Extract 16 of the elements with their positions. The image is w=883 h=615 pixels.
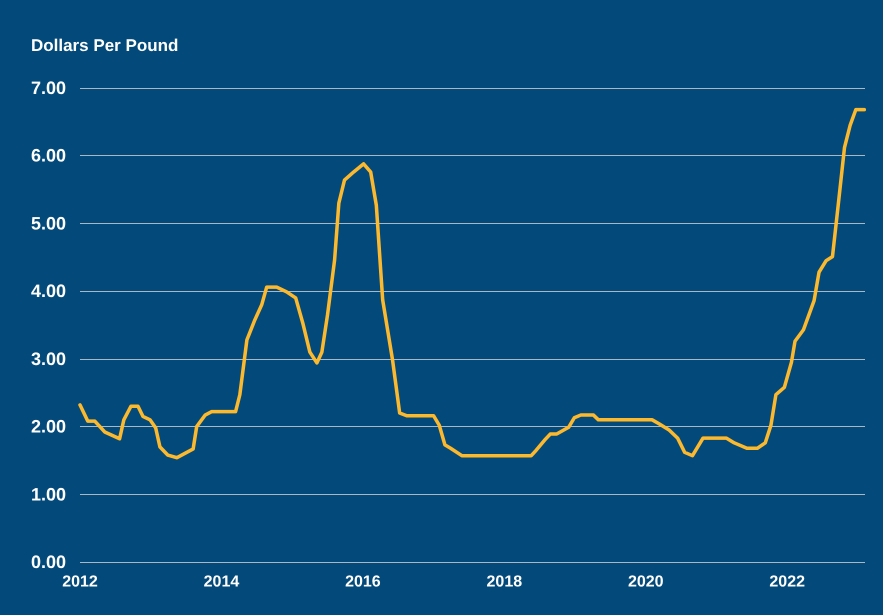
x-tick-label: 2022 (769, 574, 806, 590)
line-series (78, 108, 866, 460)
y-tick-label: 2.00 (30, 416, 66, 437)
x-tick-label: 2018 (486, 574, 522, 590)
x-tick-label: 2012 (62, 574, 98, 590)
y-tick-label: 0.00 (30, 552, 66, 572)
y-tick-label: 7.00 (30, 78, 66, 98)
y-tick-label: 1.00 (30, 484, 66, 504)
x-tick-label: 2014 (204, 574, 240, 590)
x-tick-label: 2016 (345, 574, 381, 590)
y-axis-title: Dollars Per Pound (31, 36, 178, 55)
y-tick-label: 3.00 (30, 348, 66, 369)
y-tick-label: 4.00 (30, 281, 66, 302)
y-tick-label: 6.00 (30, 146, 66, 166)
x-tick-label: 2020 (628, 574, 664, 590)
y-tick-label: 5.00 (30, 213, 66, 234)
